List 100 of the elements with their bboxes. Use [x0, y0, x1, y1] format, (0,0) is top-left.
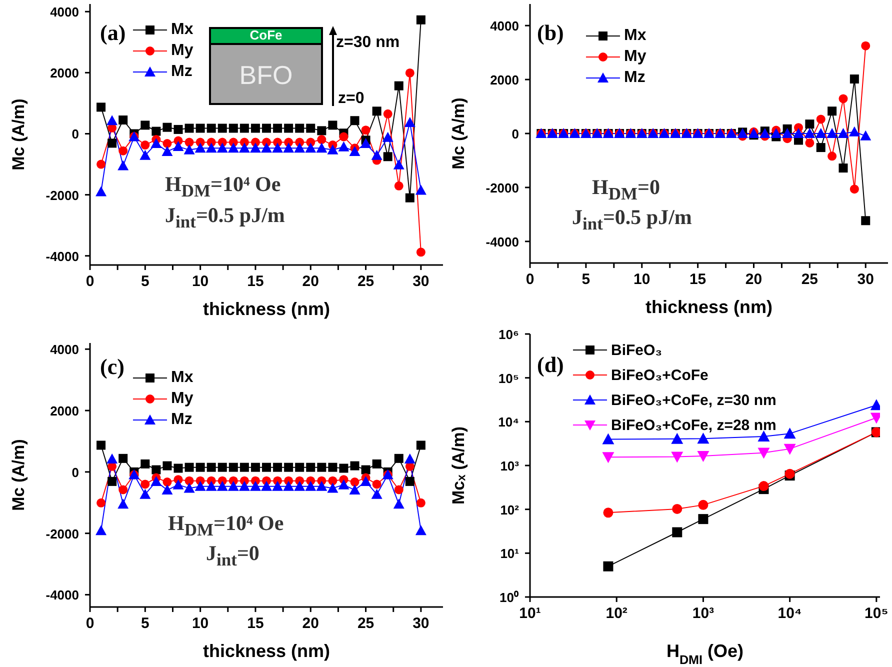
- point: [118, 116, 128, 124]
- point: [140, 480, 150, 489]
- y-tick-label: 2000: [50, 404, 79, 419]
- point: [305, 480, 316, 491]
- point: [273, 462, 282, 472]
- point: [140, 459, 150, 468]
- point: [108, 476, 117, 486]
- legend-label: Mz: [171, 411, 192, 429]
- point: [405, 68, 414, 78]
- point: [140, 150, 151, 160]
- point: [262, 462, 271, 472]
- y-tick-label: 4000: [50, 4, 79, 20]
- point: [152, 465, 161, 474]
- point: [850, 184, 859, 194]
- point: [328, 476, 338, 486]
- x-tick-label: 5: [140, 273, 150, 290]
- point: [261, 480, 272, 491]
- point: [118, 485, 128, 494]
- point: [394, 181, 404, 190]
- point: [405, 476, 414, 486]
- point: [828, 106, 837, 116]
- point: [860, 130, 872, 140]
- x-tick-label: 0: [86, 615, 94, 632]
- x-tick-label: 5: [582, 271, 590, 288]
- point: [393, 159, 404, 170]
- y-tick-label: 10³: [500, 458, 520, 474]
- point: [770, 128, 782, 138]
- x-tick-label: 25: [801, 271, 818, 288]
- point: [228, 462, 238, 472]
- point: [404, 116, 416, 127]
- point: [261, 142, 272, 153]
- point: [793, 128, 804, 138]
- point: [805, 138, 814, 148]
- point: [172, 141, 184, 152]
- x-tick-label: 20: [302, 273, 319, 290]
- legend-label: My: [624, 48, 646, 66]
- point: [350, 478, 360, 487]
- annotation: H$_{DM}$=10⁴ Oe: [168, 511, 284, 540]
- point: [372, 106, 382, 116]
- y-tick-label: 10⁶: [498, 327, 520, 342]
- point: [295, 124, 304, 133]
- point: [826, 128, 838, 138]
- point: [361, 465, 370, 474]
- point: [338, 479, 350, 490]
- y-axis-title: Mcₓ (A/m): [449, 426, 468, 505]
- point: [372, 459, 382, 468]
- x-tick-label: 5: [140, 615, 150, 632]
- point: [238, 480, 250, 491]
- point: [194, 142, 206, 153]
- point: [339, 464, 348, 473]
- x-tick-label: 10¹: [519, 605, 541, 622]
- point: [118, 146, 128, 156]
- point: [106, 454, 118, 464]
- y-tick-label: 0: [512, 126, 519, 142]
- annotation: CoFe: [250, 28, 282, 42]
- x-axis-title: H$_{DMI}$ (Oe): [666, 641, 744, 667]
- point: [416, 498, 426, 508]
- point: [850, 74, 859, 84]
- x-tick-label: 15: [247, 615, 264, 632]
- point: [350, 116, 360, 126]
- point: [816, 114, 826, 124]
- point: [250, 462, 260, 472]
- y-tick-label: 4000: [50, 342, 79, 358]
- point: [382, 132, 394, 142]
- point: [228, 142, 239, 153]
- annotation: (a): [100, 20, 126, 45]
- point: [140, 140, 150, 150]
- point: [316, 480, 328, 491]
- y-axis-title: Mc (A/m): [9, 439, 28, 511]
- point: [184, 476, 194, 486]
- point: [283, 142, 294, 153]
- annotation: z=30 nm: [336, 34, 400, 51]
- annotation: J$_{int}$=0.5 pJ/m: [572, 205, 692, 234]
- point: [216, 480, 228, 491]
- point: [861, 41, 870, 50]
- y-tick-label: -4000: [486, 234, 519, 250]
- point: [194, 480, 206, 491]
- point: [196, 124, 205, 133]
- point: [250, 480, 261, 491]
- point: [394, 454, 404, 463]
- point: [805, 120, 814, 129]
- x-tick-label: 20: [745, 271, 762, 288]
- y-tick-label: 2000: [50, 66, 79, 81]
- point: [838, 164, 848, 173]
- point: [360, 476, 372, 486]
- x-tick-label: 30: [857, 271, 874, 288]
- point: [184, 138, 194, 147]
- point: [416, 15, 426, 24]
- point: [383, 152, 392, 162]
- point: [206, 462, 216, 472]
- y-tick-label: 10⁰: [500, 590, 519, 605]
- point: [284, 462, 294, 472]
- point: [273, 124, 282, 133]
- x-axis-title: thickness (nm): [202, 641, 330, 661]
- point: [338, 141, 350, 152]
- point: [306, 462, 316, 472]
- point: [184, 462, 194, 472]
- point: [328, 462, 338, 472]
- y-tick-label: 10¹: [500, 546, 519, 562]
- annotation: z=0: [338, 90, 364, 107]
